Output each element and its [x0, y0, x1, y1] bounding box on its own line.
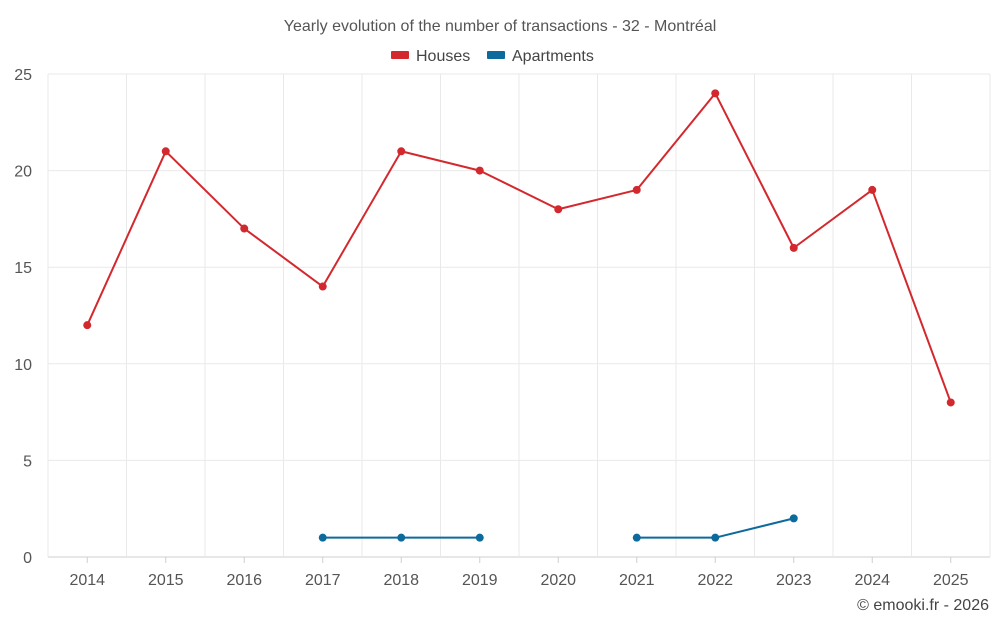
y-axis: 0 5 10 15 20 25	[14, 67, 32, 567]
x-tick-label: 2017	[305, 572, 341, 589]
data-point-houses-2017[interactable]	[318, 282, 327, 291]
x-tick-label: 2019	[462, 572, 498, 589]
x-tick-label: 2014	[69, 572, 105, 589]
series-houses	[83, 89, 955, 407]
y-tick-label: 10	[14, 357, 32, 374]
series	[83, 89, 955, 542]
y-tick-label: 20	[14, 164, 32, 181]
x-tick-label: 2018	[383, 572, 419, 589]
series-apartments	[318, 514, 798, 542]
series-line-houses	[86, 92, 952, 404]
x-tick-label: 2016	[226, 572, 262, 589]
data-point-apartments-2018[interactable]	[397, 533, 406, 542]
data-point-apartments-2022[interactable]	[711, 533, 720, 542]
x-axis: 2014 2015 2016 2017 2018 2019 2020 2021 2022 2023…	[69, 557, 969, 589]
y-tick-label: 0	[23, 550, 32, 567]
y-tick-label: 15	[14, 260, 32, 277]
gridlines	[47, 73, 991, 558]
x-tick-label: 2025	[933, 572, 969, 589]
y-tick-label: 5	[23, 453, 32, 470]
x-tick-label: 2022	[697, 572, 733, 589]
x-tick-label: 2015	[148, 572, 184, 589]
data-point-houses-2019[interactable]	[475, 166, 484, 175]
data-point-apartments-2023[interactable]	[789, 514, 798, 523]
data-point-apartments-2017[interactable]	[318, 533, 327, 542]
data-point-houses-2018[interactable]	[397, 147, 406, 156]
data-point-houses-2021[interactable]	[632, 185, 641, 194]
legend-label-houses: Houses	[416, 48, 470, 65]
data-point-houses-2014[interactable]	[83, 321, 92, 330]
x-tick-label: 2023	[776, 572, 812, 589]
data-point-apartments-2019[interactable]	[475, 533, 484, 542]
data-point-houses-2025[interactable]	[946, 398, 955, 407]
data-point-houses-2020[interactable]	[554, 205, 563, 214]
legend-item-houses[interactable]: Houses	[391, 48, 470, 65]
data-point-houses-2023[interactable]	[789, 243, 798, 252]
data-point-apartments-2021[interactable]	[632, 533, 641, 542]
data-point-houses-2024[interactable]	[868, 185, 877, 194]
legend-item-apartments[interactable]: Apartments	[487, 48, 594, 65]
x-tick-label: 2021	[619, 572, 655, 589]
data-point-houses-2022[interactable]	[711, 89, 720, 98]
legend: Houses Apartments	[391, 48, 594, 65]
chart-title: Yearly evolution of the number of transa…	[284, 18, 717, 35]
legend-label-apartments: Apartments	[512, 48, 594, 65]
legend-swatch-houses	[391, 51, 409, 59]
credit-text: © emooki.fr - 2026	[857, 597, 989, 614]
x-tick-label: 2024	[854, 572, 890, 589]
legend-swatch-apartments	[487, 51, 505, 59]
data-point-houses-2015[interactable]	[161, 147, 170, 156]
x-tick-label: 2020	[540, 572, 576, 589]
data-point-houses-2016[interactable]	[240, 224, 249, 233]
y-tick-label: 25	[14, 67, 32, 84]
